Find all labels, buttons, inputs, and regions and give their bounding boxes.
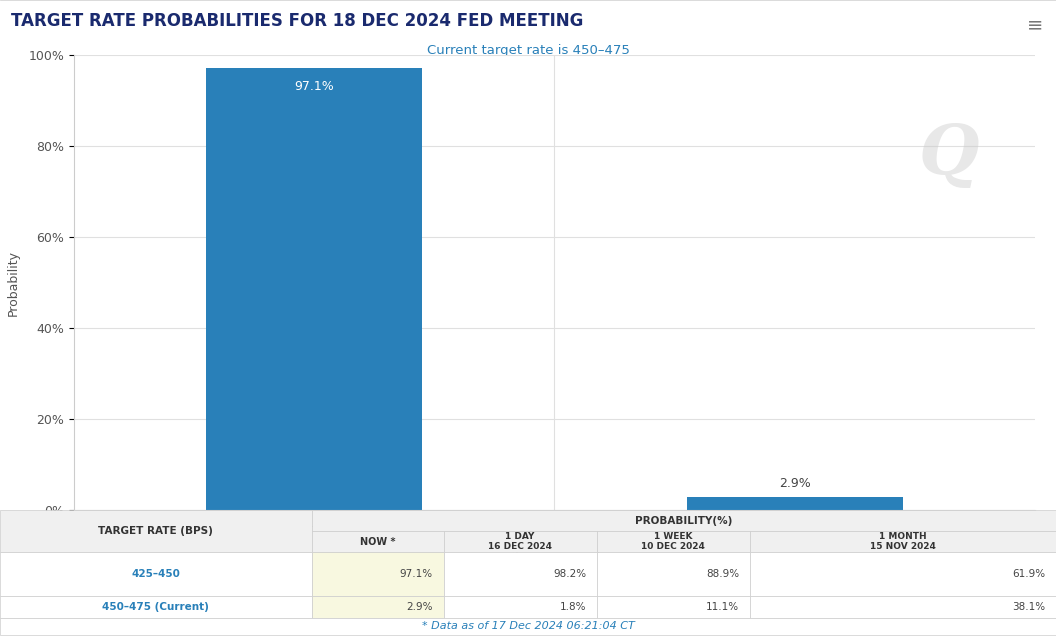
Text: * Data as of 17 Dec 2024 06:21:04 CT: * Data as of 17 Dec 2024 06:21:04 CT [421, 621, 635, 632]
Bar [0, 552, 312, 596]
Bar [0, 596, 312, 618]
Text: 1 DAY
16 DEC 2024: 1 DAY 16 DEC 2024 [488, 532, 552, 551]
Text: Current target rate is 450–475: Current target rate is 450–475 [427, 44, 629, 57]
Bar [312, 510, 1056, 531]
Bar [597, 596, 750, 618]
Text: 2.9%: 2.9% [778, 477, 811, 490]
Bar [444, 531, 597, 552]
Text: TARGET RATE (BPS): TARGET RATE (BPS) [98, 526, 213, 536]
Text: 97.1%: 97.1% [295, 80, 334, 92]
Text: 61.9%: 61.9% [1013, 569, 1045, 579]
Bar [444, 552, 597, 596]
Text: PROBABILITY(%): PROBABILITY(%) [635, 516, 733, 526]
Bar [750, 596, 1056, 618]
Text: TARGET RATE PROBABILITIES FOR 18 DEC 2024 FED MEETING: TARGET RATE PROBABILITIES FOR 18 DEC 202… [11, 12, 583, 30]
Bar [686, 497, 903, 510]
Bar [597, 552, 750, 596]
Bar [0, 618, 1056, 636]
Text: 1 MONTH
15 NOV 2024: 1 MONTH 15 NOV 2024 [870, 532, 936, 551]
Text: NOW *: NOW * [360, 537, 395, 547]
Bar [0, 510, 312, 552]
Text: Q: Q [918, 121, 979, 189]
Bar [312, 552, 444, 596]
Text: ≡: ≡ [1026, 15, 1043, 34]
Text: 1 WEEK
10 DEC 2024: 1 WEEK 10 DEC 2024 [641, 532, 705, 551]
Text: 98.2%: 98.2% [553, 569, 586, 579]
Text: 1.8%: 1.8% [560, 602, 586, 612]
Y-axis label: Probability: Probability [7, 250, 20, 315]
Text: 425–450: 425–450 [131, 569, 181, 579]
Text: 11.1%: 11.1% [706, 602, 739, 612]
Bar [312, 596, 444, 618]
Text: 450–475 (Current): 450–475 (Current) [102, 602, 209, 612]
Bar [206, 68, 422, 510]
Text: 38.1%: 38.1% [1013, 602, 1045, 612]
X-axis label: Target Rate (in bps): Target Rate (in bps) [493, 541, 616, 554]
Bar [444, 596, 597, 618]
Bar [750, 531, 1056, 552]
Bar [750, 552, 1056, 596]
Bar [597, 531, 750, 552]
Text: 97.1%: 97.1% [400, 569, 433, 579]
Bar [312, 531, 444, 552]
Text: 2.9%: 2.9% [407, 602, 433, 612]
Text: 88.9%: 88.9% [706, 569, 739, 579]
